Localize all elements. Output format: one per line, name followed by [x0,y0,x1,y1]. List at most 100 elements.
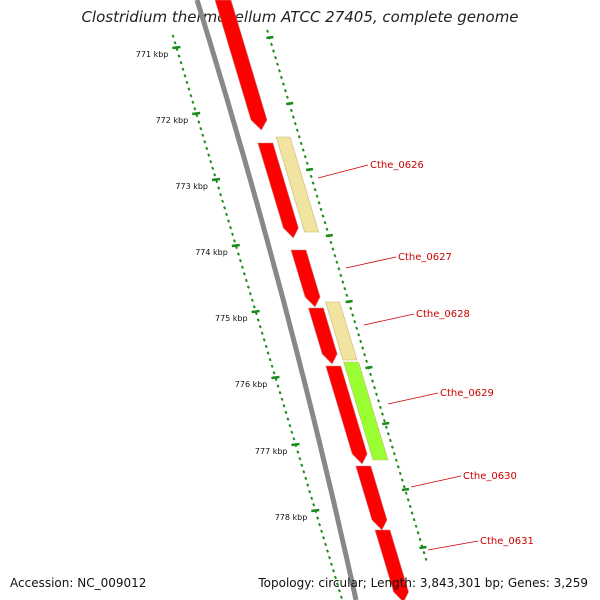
minor-tick [312,503,316,507]
minor-tick [246,285,250,289]
major-tick [365,365,373,370]
minor-tick [378,405,382,410]
minor-tick [357,333,361,337]
minor-tick [264,344,268,349]
major-tick [382,421,390,426]
minor-tick [400,478,404,482]
major-tick [401,487,410,492]
minor-tick [315,194,319,198]
cds-arrow [257,142,299,239]
minor-tick [337,588,341,593]
minor-tick [297,135,301,139]
minor-tick [329,240,333,245]
minor-tick [416,531,420,535]
minor-tick [256,318,260,322]
minor-tick [268,357,272,362]
minor-tick [193,107,197,111]
major-tick [345,299,353,304]
outer-ticks [266,29,428,561]
leader-line [427,540,479,551]
minor-tick [384,425,388,429]
minor-tick [337,267,341,271]
minor-tick [380,412,384,416]
gene-label[interactable]: Cthe_0627 [398,252,452,263]
gene-label[interactable]: Cthe_0631 [480,536,534,547]
genome-backbone [194,0,359,600]
minor-tick [283,88,287,93]
kbp-label: 776 kbp [235,380,268,389]
minor-tick [388,438,392,443]
minor-tick [229,225,233,230]
minor-tick [414,524,418,528]
minor-tick [305,161,309,165]
minor-tick [279,75,283,80]
minor-tick [205,146,209,151]
minor-tick [363,352,367,357]
kbp-label: 773 kbp [175,182,208,191]
minor-tick [335,260,339,264]
kbp-label: 772 kbp [156,116,189,125]
major-tick [419,545,427,550]
minor-tick [303,154,307,159]
gene-block-Cthe_0626 [275,136,320,233]
major-tick [271,375,280,380]
minor-tick [320,529,324,533]
minor-tick [349,306,353,311]
minor-tick [392,451,396,456]
minor-tick [201,133,205,137]
minor-tick [282,404,286,408]
minor-tick [373,385,377,390]
minor-tick [304,476,308,481]
minor-tick [284,410,288,415]
minor-tick [252,305,256,309]
minor-tick [339,595,343,599]
minor-tick [288,423,292,428]
leader-line [363,313,415,326]
minor-tick [248,291,252,296]
scale-ticks: 771 kbp 772 kbp 773 kbp 774 kbp 775 kbp 776 k… [136,34,343,599]
minor-tick [300,463,304,467]
minor-tick [189,93,193,98]
minor-tick [301,148,305,152]
minor-tick [398,471,402,476]
minor-tick [418,537,422,542]
minor-tick [262,338,266,342]
cds-arrow [307,307,338,365]
major-tick [325,233,333,238]
minor-tick [276,384,280,388]
minor-tick [187,87,191,91]
minor-tick [329,562,334,566]
kbp-label: 774 kbp [195,248,228,257]
gene-label[interactable]: Cthe_0630 [463,471,517,482]
minor-tick [406,498,410,502]
gene-label[interactable]: Cthe_0629 [440,388,494,399]
minor-tick [270,42,274,47]
minor-tick [203,140,207,144]
minor-tick [238,258,242,263]
minor-tick [386,432,390,436]
minor-tick [207,153,211,157]
minor-tick [292,437,296,441]
minor-tick [394,458,398,462]
minor-tick [325,227,329,231]
minor-tick [185,80,189,85]
minor-tick [410,511,414,515]
minor-tick [382,418,386,423]
gene-label[interactable]: Cthe_0628 [416,309,470,320]
kbp-label: 777 kbp [255,447,288,456]
gene-label[interactable]: Cthe_0626 [370,160,424,171]
minor-tick [272,49,276,53]
minor-tick [232,239,236,243]
minor-tick [223,206,227,210]
minor-tick [408,504,412,509]
minor-tick [371,379,375,383]
major-tick [286,101,294,106]
minor-tick [179,60,183,65]
minor-tick [274,55,278,60]
minor-tick [250,298,254,302]
minor-tick [355,326,359,330]
minor-tick [211,166,215,170]
minor-tick [240,265,244,269]
minor-tick [318,522,322,527]
cds-arrow [325,365,368,465]
